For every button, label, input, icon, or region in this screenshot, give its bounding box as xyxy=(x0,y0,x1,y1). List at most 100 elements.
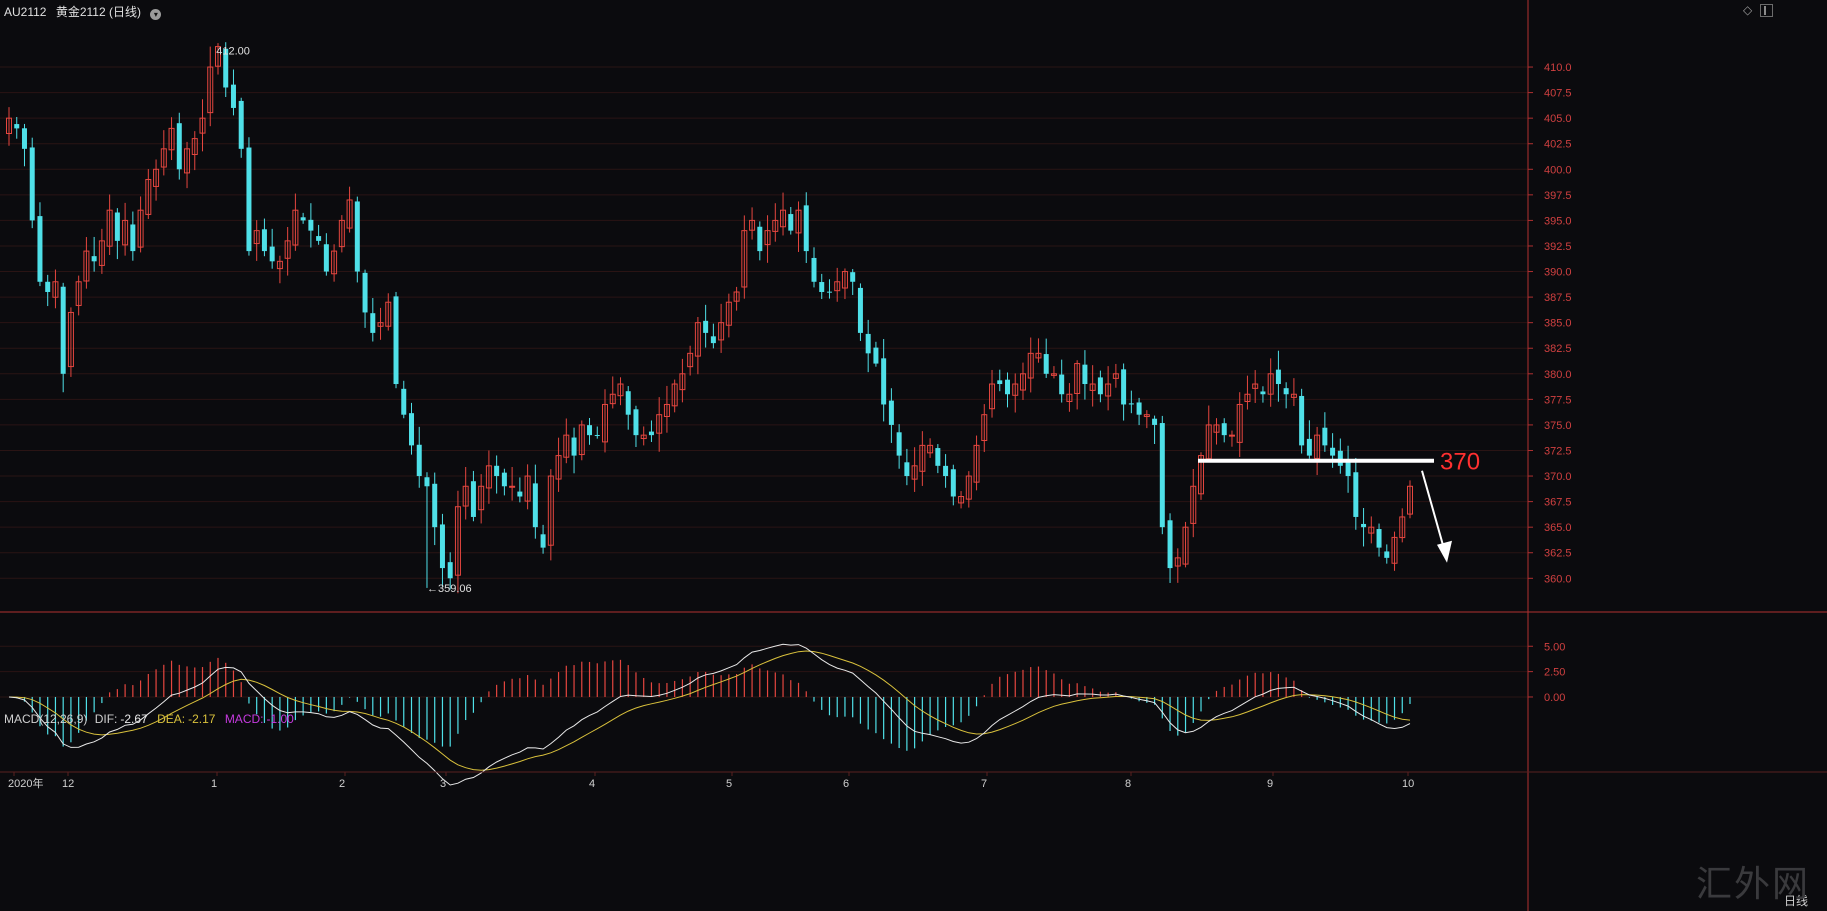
candle-body-up xyxy=(160,148,167,168)
candle-body-up xyxy=(555,455,562,480)
candle-body-up xyxy=(602,403,609,443)
dea-line xyxy=(8,650,1411,771)
price-tick-label: 407.5 xyxy=(1544,88,1572,100)
candle-body-up xyxy=(153,168,160,187)
candle-body-down xyxy=(881,358,887,405)
candle-body-up xyxy=(694,322,701,357)
candle-body-up xyxy=(718,322,725,341)
candle-body-up xyxy=(741,230,748,288)
dif-label: DIF: xyxy=(94,712,118,726)
candle-body-up xyxy=(1391,536,1398,564)
candle-body-up xyxy=(346,199,353,229)
candle-body-down xyxy=(896,432,902,456)
candle-body-down xyxy=(261,229,267,252)
candle-body-down xyxy=(788,214,794,231)
candle-body-down xyxy=(594,434,600,436)
candle-body-up xyxy=(1368,526,1375,534)
candle-body-down xyxy=(710,336,716,344)
candle-body-up xyxy=(98,240,105,266)
macd-panel xyxy=(8,643,1411,786)
candle-body-down xyxy=(501,472,507,487)
candle-body-down xyxy=(223,48,229,88)
candle-body-up xyxy=(253,230,260,245)
candle-body-up xyxy=(725,301,732,326)
candle-body-down xyxy=(1043,354,1049,374)
candle-body-up xyxy=(733,291,740,302)
candle-body-up xyxy=(772,219,779,232)
panel-toggle-icon[interactable] xyxy=(1760,4,1773,17)
down-arrow-head xyxy=(1437,540,1452,563)
x-tick-label: 12 xyxy=(62,778,74,790)
candle-body-down xyxy=(904,462,910,477)
candle-body-down xyxy=(416,444,422,477)
candle-body-up xyxy=(292,209,299,246)
diamond-icon[interactable]: ◇ xyxy=(1743,3,1753,17)
x-tick-label: 6 xyxy=(843,778,849,790)
candle-body-down xyxy=(935,448,941,466)
candle-body-up xyxy=(834,281,841,292)
price-tick-label: 367.5 xyxy=(1544,497,1572,509)
candle-body-down xyxy=(494,465,500,477)
candle-body-up xyxy=(1105,383,1112,397)
period-indicator: 日线 xyxy=(1784,894,1809,908)
candle-body-down xyxy=(587,425,593,436)
candle-body-down xyxy=(888,400,894,425)
candle-body-down xyxy=(114,212,120,241)
candle-body-down xyxy=(408,413,414,446)
x-tick-label: 9 xyxy=(1267,778,1273,790)
chevron-down-circle-icon[interactable]: ▾ xyxy=(150,9,162,20)
candle-body-up xyxy=(1290,393,1297,398)
resistance-label: 370 xyxy=(1440,449,1480,476)
candle-body-down xyxy=(873,347,879,364)
candle-body-up xyxy=(749,219,756,231)
candle-body-up xyxy=(989,383,996,410)
candle-body-down xyxy=(811,257,817,282)
candle-body-down xyxy=(14,124,20,129)
price-tick-label: 397.5 xyxy=(1544,190,1572,202)
candle-body-down xyxy=(370,313,376,333)
candle-body-down xyxy=(1353,472,1359,517)
price-tick-label: 400.0 xyxy=(1544,164,1572,176)
x-tick-label: 10 xyxy=(1402,778,1414,790)
candle-body-up xyxy=(1012,383,1019,396)
candle-body-down xyxy=(1097,377,1103,395)
candle-body-up xyxy=(1035,352,1042,359)
candle-body-down xyxy=(238,100,244,149)
candle-body-up xyxy=(640,434,647,440)
candle-body-down xyxy=(1306,438,1312,456)
price-tick-label: 362.5 xyxy=(1544,548,1572,560)
candle-body-up xyxy=(331,250,338,275)
price-tick-label: 402.5 xyxy=(1544,139,1572,151)
candle-body-down xyxy=(29,147,35,221)
candle-body-up xyxy=(338,219,345,248)
candle-body-down xyxy=(1345,461,1351,477)
candle-body-up xyxy=(563,434,570,458)
candle-body-down xyxy=(1152,418,1158,425)
candle-body-down xyxy=(1136,402,1142,415)
candle-body-down xyxy=(1322,427,1328,446)
candle-body-up xyxy=(385,301,392,327)
candle-body-up xyxy=(663,403,670,418)
macd-label: MACD: xyxy=(224,712,264,726)
candle-body-down xyxy=(246,147,252,252)
candle-body-down xyxy=(354,201,360,272)
candle-body-up xyxy=(1399,516,1406,539)
candle-body-down xyxy=(37,216,43,282)
candle-body-up xyxy=(1027,352,1034,379)
macd-tick-label: 5.00 xyxy=(1544,641,1565,653)
macd-tick-label: 0.00 xyxy=(1544,692,1565,704)
price-tick-label: 395.0 xyxy=(1544,215,1572,227)
candle-body-up xyxy=(462,485,469,507)
candle-body-down xyxy=(1121,369,1127,405)
candle-body-down xyxy=(703,320,709,333)
candle-body-down xyxy=(532,483,538,528)
candle-body-down xyxy=(1384,551,1390,558)
candle-body-up xyxy=(764,230,771,246)
candle-body-down xyxy=(60,286,66,374)
x-tick-label: 2 xyxy=(339,778,345,790)
price-grid xyxy=(0,66,1528,698)
candle-body-up xyxy=(609,393,616,405)
price-tick-label: 372.5 xyxy=(1544,445,1572,457)
